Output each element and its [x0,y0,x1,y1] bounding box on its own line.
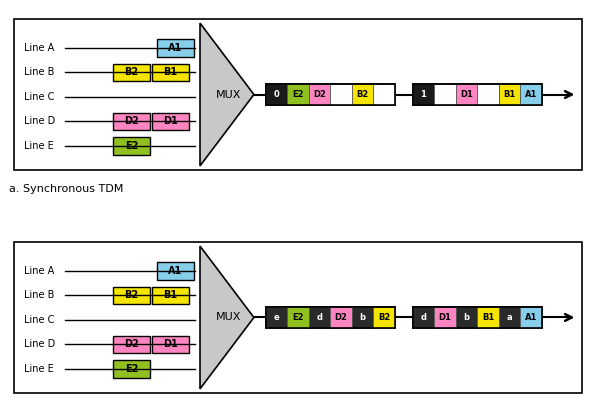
Bar [287,307,309,328]
Text: E2: E2 [293,313,304,322]
Text: D2: D2 [335,313,347,322]
Text: Line D: Line D [24,339,55,349]
Text: b: b [359,313,366,322]
Bar [413,307,434,328]
Bar [456,84,478,105]
Text: B2: B2 [378,313,390,322]
Text: B1: B1 [164,67,178,78]
Bar [413,307,542,328]
Text: D2: D2 [313,90,326,99]
Text: b: b [463,313,470,322]
Text: Line D: Line D [24,117,55,127]
Bar [113,336,150,353]
Text: D1: D1 [460,90,473,99]
Bar [266,307,395,328]
Text: D1: D1 [163,339,178,349]
Bar [413,84,434,105]
Bar [478,84,499,105]
Bar [374,84,395,105]
Text: E2: E2 [125,141,138,151]
Text: B1: B1 [503,90,516,99]
Text: e: e [273,313,279,322]
Bar [521,84,542,105]
Text: Line E: Line E [24,364,53,374]
Text: E2: E2 [293,90,304,99]
Bar [352,84,374,105]
Bar [113,64,150,81]
Text: B2: B2 [124,67,139,78]
Bar [152,113,189,130]
Bar [152,336,189,353]
Bar [456,307,478,328]
Text: D2: D2 [124,339,139,349]
Polygon shape [200,23,254,166]
Text: Line A: Line A [24,43,54,53]
Text: B2: B2 [356,90,369,99]
Text: Line B: Line B [24,67,54,78]
Text: D1: D1 [439,313,451,322]
Bar [413,307,542,328]
Bar [499,307,521,328]
Bar [152,64,189,81]
Bar [434,307,456,328]
Bar [374,307,395,328]
Bar [113,113,150,130]
Text: A1: A1 [525,90,537,99]
Bar [478,307,499,328]
Bar [157,262,194,280]
Bar [521,307,542,328]
Bar [113,360,150,378]
Polygon shape [200,246,254,389]
Bar [266,307,287,328]
Text: Line C: Line C [24,92,54,102]
Bar [309,84,330,105]
Text: MUX: MUX [216,312,242,322]
Text: 1: 1 [420,90,426,99]
Bar [330,84,352,105]
Text: a: a [507,313,512,322]
Text: d: d [316,313,322,322]
Text: Line C: Line C [24,315,54,325]
Bar [413,84,542,105]
Text: A1: A1 [168,43,183,53]
Text: 0: 0 [273,90,279,99]
Text: D1: D1 [163,117,178,127]
Bar [266,84,395,105]
Bar [352,307,374,328]
Text: a. Synchronous TDM: a. Synchronous TDM [9,184,124,194]
Bar [434,84,456,105]
Bar [287,84,309,105]
Text: Line A: Line A [24,266,54,276]
Text: d: d [420,313,426,322]
Bar [113,137,150,155]
Text: Line B: Line B [24,291,54,300]
Bar [113,287,150,304]
Text: A1: A1 [168,266,183,276]
Bar [266,307,395,328]
Text: A1: A1 [525,313,537,322]
Text: MUX: MUX [216,90,242,100]
Text: B2: B2 [124,291,139,300]
Bar [413,84,542,105]
Text: Line E: Line E [24,141,53,151]
Text: D2: D2 [124,117,139,127]
Text: E2: E2 [125,364,138,374]
Bar [266,84,395,105]
Bar [266,84,287,105]
Text: B1: B1 [164,291,178,300]
Text: B1: B1 [482,313,494,322]
Bar [330,307,352,328]
Bar [157,39,194,57]
Bar [499,84,521,105]
Bar [309,307,330,328]
Bar [152,287,189,304]
